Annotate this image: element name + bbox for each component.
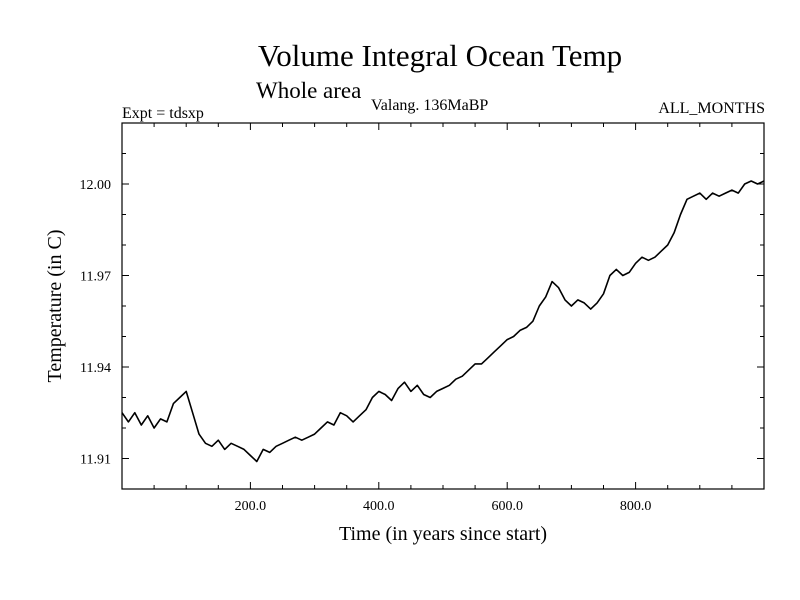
period-label: Valang. 136MaBP xyxy=(371,97,488,114)
y-tick-label: 11.94 xyxy=(80,361,111,376)
y-tick-label: 12.00 xyxy=(80,178,112,193)
series-line xyxy=(121,180,765,463)
x-tick-label: 600.0 xyxy=(491,499,523,514)
y-tick-label: 11.91 xyxy=(80,453,111,468)
y-tick-label: 11.97 xyxy=(80,270,111,285)
chart-subtitle: Whole area xyxy=(256,78,361,103)
months-label: ALL_MONTHS xyxy=(658,100,765,117)
x-tick-label: 200.0 xyxy=(235,499,267,514)
axis-ticks xyxy=(122,123,764,489)
experiment-label: Expt = tdsxp xyxy=(122,105,204,122)
x-tick-label: 800.0 xyxy=(620,499,652,514)
chart-title: Volume Integral Ocean Temp xyxy=(258,38,622,73)
plot-frame xyxy=(121,122,765,490)
x-tick-label: 400.0 xyxy=(363,499,395,514)
y-axis-label: Temperature (in C) xyxy=(44,230,66,383)
tick-labels: 200.0 400.0 600.0 800.0 11.91 11.94 11.97 12.00 xyxy=(80,178,652,514)
x-axis-label: Time (in years since start) xyxy=(339,523,547,545)
